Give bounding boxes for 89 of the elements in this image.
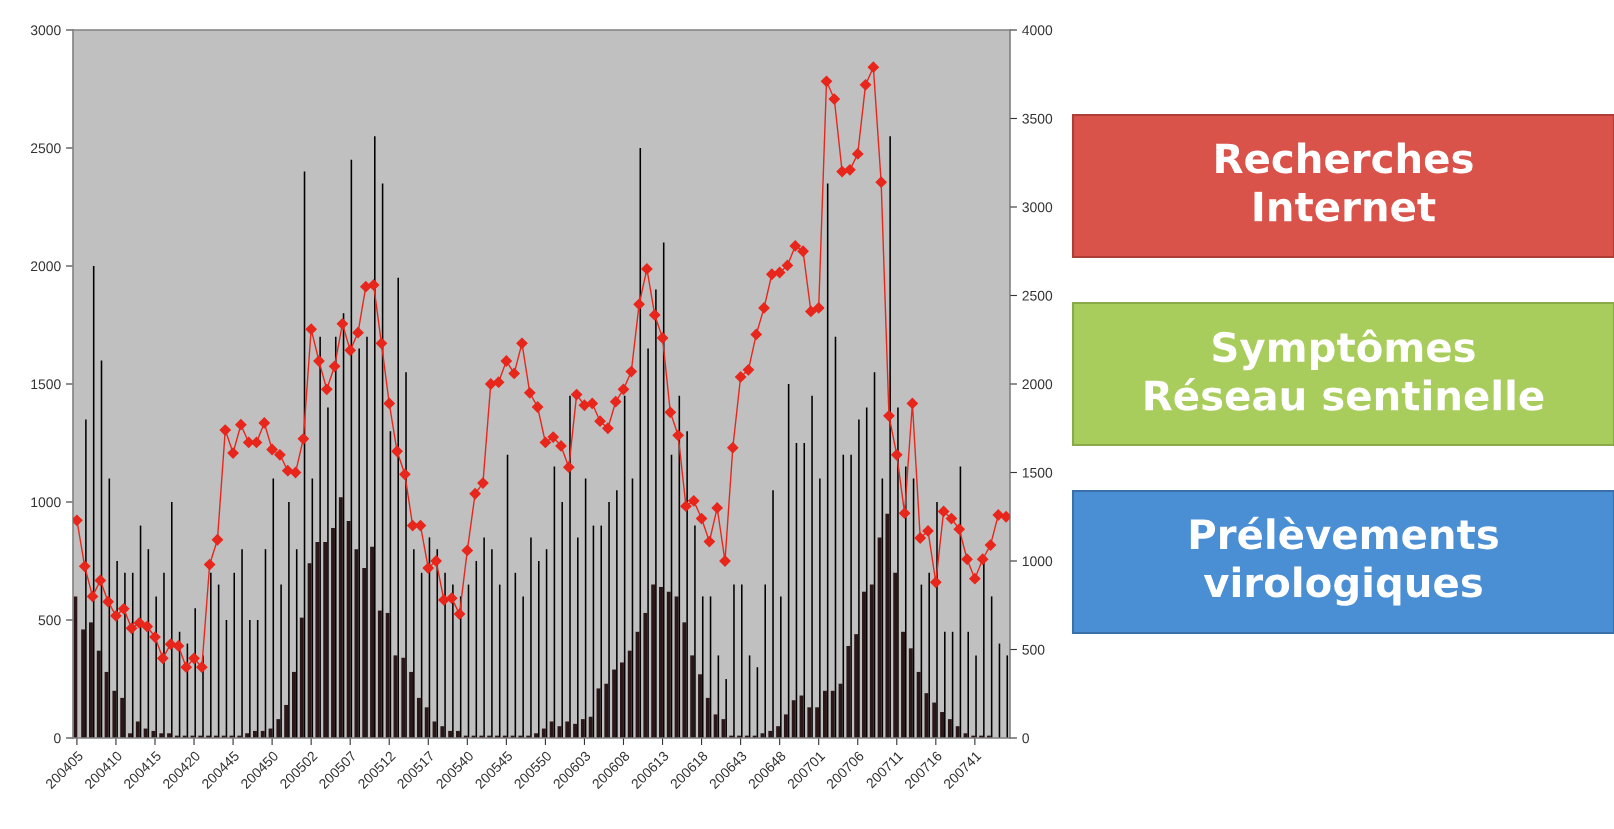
bar xyxy=(276,719,281,738)
y-tick-label: 1500 xyxy=(31,379,61,390)
bar xyxy=(682,622,687,738)
bar xyxy=(604,683,609,738)
bar xyxy=(838,683,843,738)
y-tick-label: 2500 xyxy=(31,143,61,154)
bar xyxy=(862,591,866,738)
bar xyxy=(830,690,835,738)
bar xyxy=(893,572,898,738)
bar xyxy=(385,612,390,738)
bar xyxy=(721,719,726,738)
bar xyxy=(292,671,296,738)
bar xyxy=(705,697,710,738)
bar xyxy=(120,697,125,738)
bar xyxy=(885,513,890,738)
y2-tick-label: 1500 xyxy=(1022,467,1053,478)
bar xyxy=(284,704,289,738)
bar xyxy=(580,719,585,738)
y-tick-label: 1000 xyxy=(31,497,61,508)
bar xyxy=(690,655,695,738)
bar xyxy=(713,714,718,738)
bar xyxy=(791,700,796,738)
bar xyxy=(807,707,812,738)
bar xyxy=(612,669,617,738)
y-tick-label: 2000 xyxy=(31,261,61,272)
bar xyxy=(815,707,820,738)
y2-tick-label: 3500 xyxy=(1022,113,1053,124)
bar xyxy=(932,702,937,738)
bar xyxy=(89,622,93,738)
bar xyxy=(651,584,656,738)
bar xyxy=(409,671,414,738)
y-tick-label: 3000 xyxy=(30,25,61,36)
bar xyxy=(877,537,882,738)
bar xyxy=(307,563,312,738)
bar xyxy=(104,671,109,738)
bar xyxy=(440,726,445,738)
bar xyxy=(370,546,375,738)
y2-tick-label: 2000 xyxy=(1022,379,1053,390)
bar xyxy=(315,542,320,738)
bar xyxy=(698,674,702,738)
bar xyxy=(299,617,304,738)
bar xyxy=(783,714,788,738)
y2-tick-label: 500 xyxy=(1022,644,1045,655)
bar xyxy=(424,707,429,738)
bar xyxy=(338,497,343,738)
bar xyxy=(135,721,140,738)
bar xyxy=(346,520,351,738)
y2-tick-label: 4000 xyxy=(1022,25,1053,36)
bar xyxy=(776,726,781,738)
bar xyxy=(627,650,632,738)
bar xyxy=(331,527,335,738)
y-tick-label: 0 xyxy=(54,733,61,744)
bar xyxy=(619,662,624,738)
bar xyxy=(416,697,421,738)
bar xyxy=(659,586,663,738)
bar xyxy=(947,719,952,738)
y2-tick-label: 2500 xyxy=(1022,290,1053,301)
y2-tick-label: 0 xyxy=(1022,733,1029,744)
bar xyxy=(354,549,359,738)
bar xyxy=(666,591,671,738)
bar xyxy=(869,584,874,738)
bar xyxy=(846,645,851,738)
bar xyxy=(822,690,827,738)
bar xyxy=(323,542,328,738)
y2-tick-label: 1000 xyxy=(1022,556,1053,567)
bar xyxy=(901,631,905,738)
bar xyxy=(924,693,929,738)
bar xyxy=(112,690,117,738)
bar xyxy=(955,726,960,738)
bar xyxy=(908,648,913,738)
bar xyxy=(643,612,648,738)
text: Symptômes Réseau sentinelle xyxy=(1145,329,1544,411)
bar xyxy=(573,723,578,738)
bar xyxy=(588,716,593,738)
bar xyxy=(401,657,406,738)
text: Recherches Internet xyxy=(1216,142,1473,222)
y2-tick-label: 3000 xyxy=(1022,202,1053,213)
bar xyxy=(565,721,570,738)
bar xyxy=(96,650,101,738)
y-tick-label: 500 xyxy=(38,615,61,626)
text: Prélèvements virologiques xyxy=(1190,516,1498,606)
bar xyxy=(549,721,554,738)
bar xyxy=(81,629,86,738)
bar xyxy=(916,671,921,738)
bar xyxy=(940,712,945,738)
bar xyxy=(362,568,367,738)
bar xyxy=(854,634,859,738)
bar xyxy=(674,596,679,738)
bar xyxy=(377,610,382,738)
